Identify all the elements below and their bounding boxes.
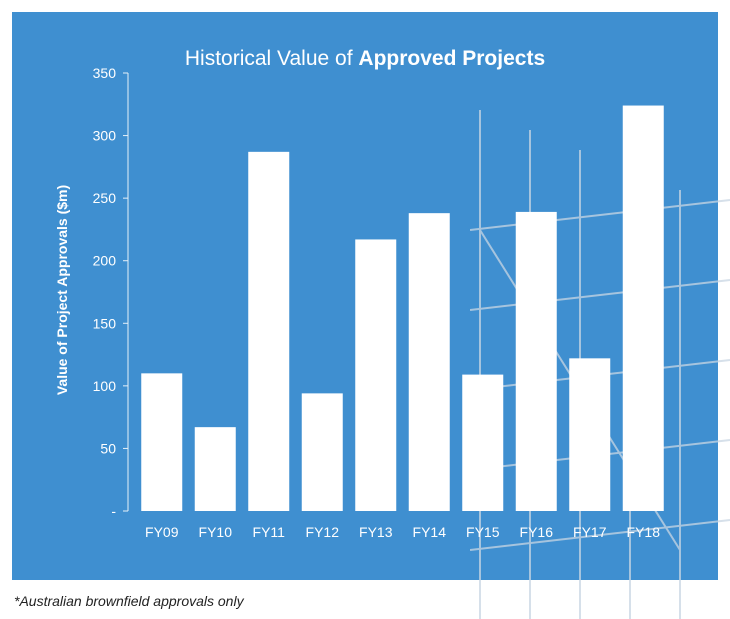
x-tick-label: FY14 — [413, 524, 447, 540]
bar-fy11 — [248, 151, 290, 511]
bar-fy16 — [515, 211, 557, 511]
y-tick-label: 250 — [93, 190, 117, 206]
bar-fy12 — [301, 393, 343, 511]
chart-title: Historical Value of Approved Projects — [12, 47, 718, 71]
bar-fy18 — [622, 105, 664, 511]
y-tick-label: 350 — [93, 65, 117, 81]
x-tick-label: FY13 — [359, 524, 393, 540]
chart-title-prefix: Historical Value of — [184, 47, 359, 70]
bar-fy17 — [569, 358, 611, 511]
x-tick-label: FY10 — [199, 524, 233, 540]
x-tick-label: FY15 — [466, 524, 500, 540]
y-axis-label: Value of Project Approvals ($m) — [54, 185, 70, 395]
x-tick-label: FY09 — [145, 524, 179, 540]
x-tick-labels: FY09 FY10 FY11 FY12 FY13 FY14 FY15 FY16 FY17 FY18 — [145, 524, 660, 540]
y-tick-label: 300 — [93, 128, 117, 144]
x-tick-label: FY17 — [573, 524, 607, 540]
bar-fy15 — [462, 374, 504, 511]
x-tick-label: FY11 — [253, 524, 286, 540]
y-tick-label: 50 — [100, 440, 116, 456]
bar-fy13 — [355, 239, 397, 511]
y-tick-label: 200 — [93, 253, 117, 269]
y-tick-label: 150 — [93, 315, 117, 331]
bars — [141, 105, 664, 511]
chart-title-emphasis: Approved Projects — [358, 47, 546, 70]
x-tick-label: FY16 — [520, 524, 554, 540]
bar-fy09 — [141, 373, 183, 511]
y-ticks: - 50 100 150 200 250 300 350 — [93, 65, 128, 519]
x-tick-label: FY12 — [306, 524, 340, 540]
y-tick-label: 100 — [93, 378, 117, 394]
x-tick-label: FY18 — [627, 524, 661, 540]
y-tick-label: - — [111, 503, 116, 519]
bar-fy14 — [408, 213, 450, 511]
bar-fy10 — [194, 427, 236, 511]
footnote: *Australian brownfield approvals only — [14, 593, 244, 609]
